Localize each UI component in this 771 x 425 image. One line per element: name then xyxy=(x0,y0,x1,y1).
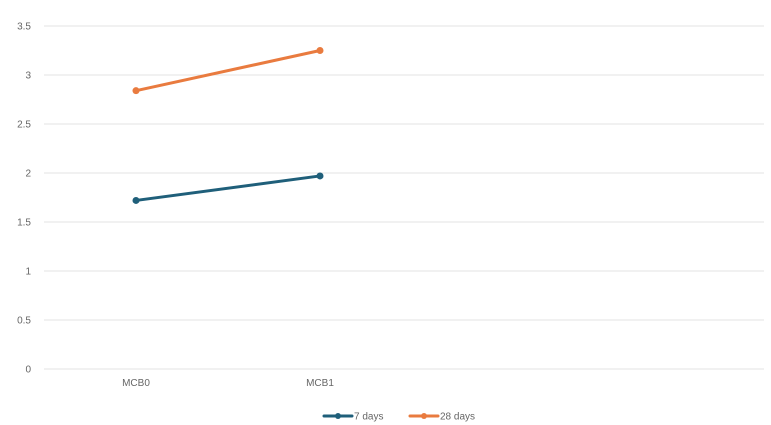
legend-label: 7 days xyxy=(354,412,383,423)
x-axis-tick-labels: MCB0 MCB1 xyxy=(122,378,334,389)
legend-swatch-marker xyxy=(335,413,341,419)
grid-lines xyxy=(44,25,764,370)
series-line xyxy=(134,49,322,93)
legend: 7 days 28 days xyxy=(322,412,475,423)
legend-item: 7 days xyxy=(322,412,383,423)
x-tick-label: MCB0 xyxy=(122,378,150,389)
y-tick-label: 1.5 xyxy=(17,218,31,229)
series-1 xyxy=(132,47,324,95)
legend-item: 28 days xyxy=(408,412,475,423)
x-tick-label: MCB1 xyxy=(306,378,334,389)
y-tick-label: 3 xyxy=(25,71,31,82)
y-tick-label: 1 xyxy=(25,267,31,278)
y-tick-label: 3.5 xyxy=(17,22,31,33)
series-lines xyxy=(132,47,324,204)
series-0 xyxy=(132,172,324,204)
series-line xyxy=(134,174,322,202)
data-point xyxy=(316,172,324,180)
y-tick-label: 2.5 xyxy=(17,120,31,131)
data-point xyxy=(316,47,324,54)
y-axis-tick-labels: 0 0.5 1 1.5 2 2.5 3 3.5 xyxy=(17,22,31,376)
data-point xyxy=(132,87,140,95)
y-tick-label: 0 xyxy=(25,365,31,376)
y-tick-label: 2 xyxy=(25,169,31,180)
y-tick-label: 0.5 xyxy=(17,316,31,327)
data-point xyxy=(132,196,140,204)
legend-swatch-marker xyxy=(421,413,427,419)
legend-label: 28 days xyxy=(440,412,475,423)
